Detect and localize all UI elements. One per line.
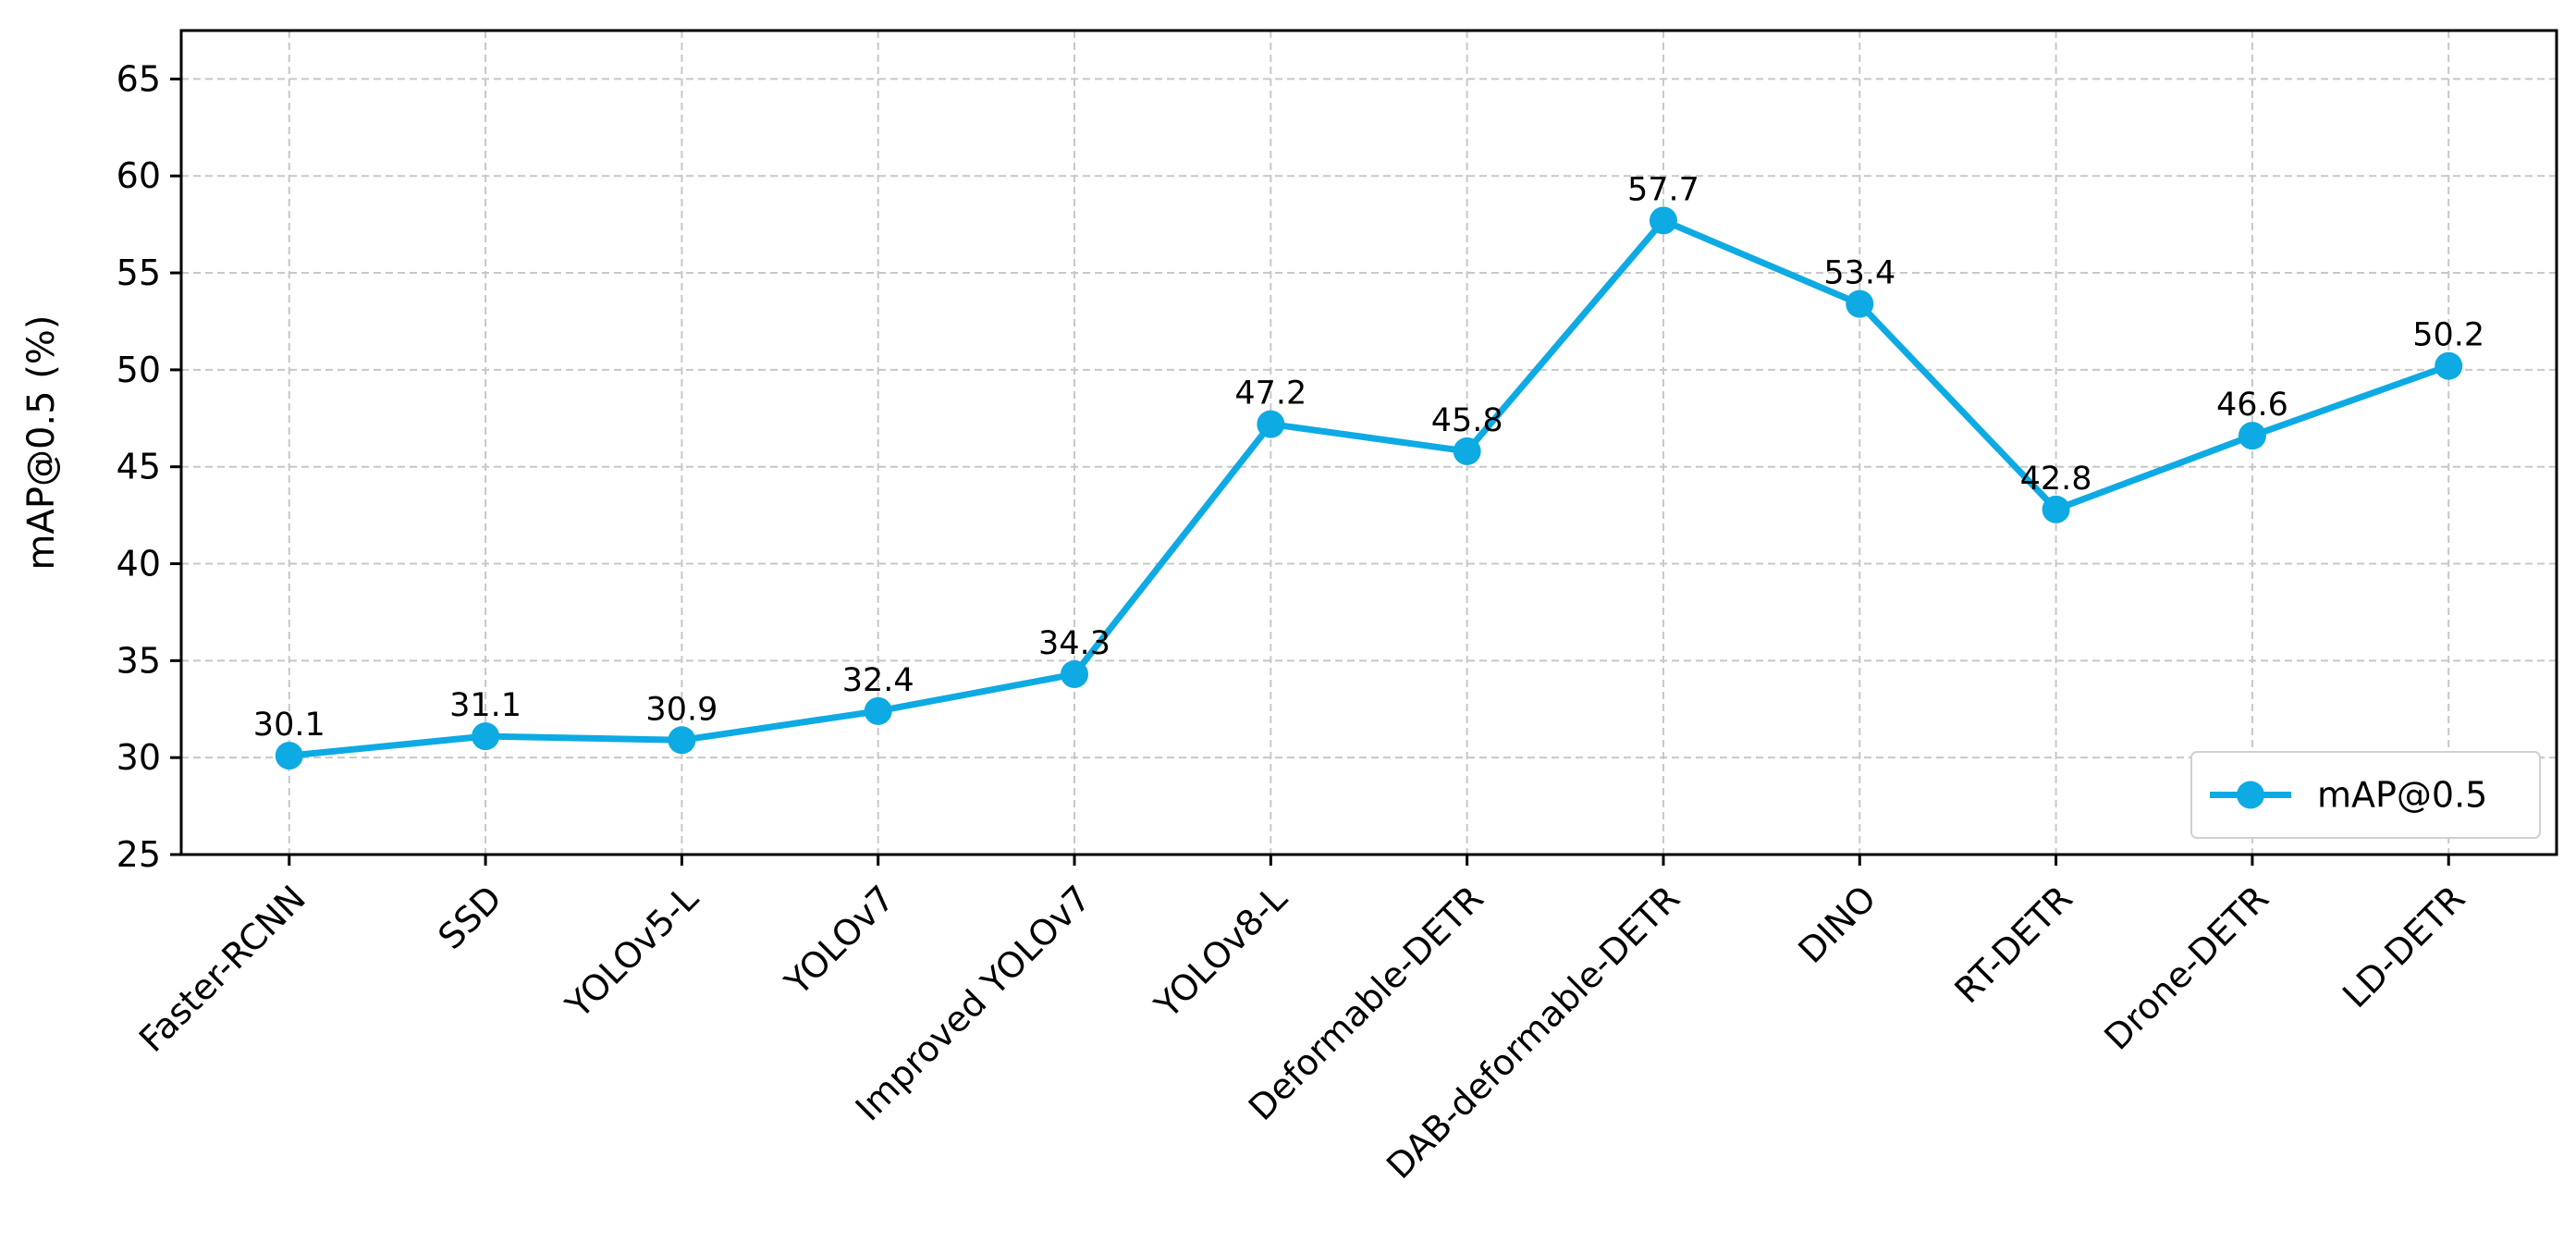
y-tick-label: 25: [117, 834, 161, 875]
y-tick-label: 65: [117, 58, 161, 99]
series-layer: [275, 206, 2463, 770]
y-tick-label: 55: [117, 252, 161, 293]
data-point[interactable]: [668, 726, 696, 755]
data-point[interactable]: [472, 722, 500, 751]
y-tick-label: 30: [117, 737, 161, 778]
legend-entry: mAP@0.5: [2317, 775, 2487, 816]
data-point[interactable]: [275, 742, 303, 770]
legend[interactable]: mAP@0.5: [2190, 751, 2541, 839]
data-label: 53.4: [1823, 255, 1895, 292]
y-tick-label: 50: [117, 350, 161, 390]
data-point[interactable]: [1846, 289, 1874, 318]
legend-marker-icon: [2237, 781, 2264, 809]
data-label: 31.1: [449, 687, 521, 724]
data-label: 47.2: [1234, 375, 1306, 412]
data-label: 42.8: [2020, 461, 2092, 498]
x-tick-label: Faster-RCNN: [131, 878, 313, 1060]
x-tick-label: LD-DETR: [2335, 878, 2472, 1015]
data-point[interactable]: [2435, 351, 2463, 380]
data-point[interactable]: [2238, 422, 2266, 450]
data-label: 50.2: [2412, 317, 2484, 354]
y-tick-label: 60: [117, 155, 161, 196]
data-point[interactable]: [1257, 410, 1285, 438]
x-tick-label: RT-DETR: [1947, 878, 2080, 1011]
data-labels: 30.1 31.1 30.9 32.4 34.3 47.2 45.8 57.7 53.4 42.8…: [253, 171, 2484, 744]
plot-area-frame: [179, 29, 2558, 856]
y-axis: 25 30 35 40 45 50 55 60 65: [117, 58, 181, 875]
y-tick-label: 45: [117, 447, 161, 487]
y-axis-title: mAP@0.5 (%): [20, 315, 63, 571]
x-tick-label: SSD: [430, 878, 509, 957]
data-label: 46.6: [2216, 387, 2288, 424]
grid: [181, 31, 2557, 855]
data-point[interactable]: [1649, 206, 1677, 235]
x-tick-label: DINO: [1790, 878, 1883, 971]
data-label: 30.1: [253, 707, 325, 744]
data-point[interactable]: [864, 696, 892, 725]
legend-box: [2190, 751, 2541, 839]
data-point[interactable]: [1061, 660, 1089, 689]
data-point[interactable]: [2042, 495, 2070, 523]
data-label: 57.7: [1627, 171, 1699, 208]
x-tick-label: YOLOv5-L: [558, 878, 706, 1027]
series-line: [286, 216, 2452, 759]
x-tick-label: YOLOv7: [777, 878, 902, 1003]
y-tick-label: 40: [117, 544, 161, 584]
data-label: 45.8: [1431, 402, 1503, 439]
x-tick-label: Drone-DETR: [2096, 878, 2276, 1058]
x-tick-label: YOLOv8-L: [1147, 878, 1295, 1027]
data-label: 34.3: [1038, 625, 1110, 662]
y-tick-label: 35: [117, 640, 161, 681]
data-point[interactable]: [1453, 437, 1481, 465]
data-label: 30.9: [645, 691, 718, 728]
data-label: 32.4: [842, 662, 914, 699]
